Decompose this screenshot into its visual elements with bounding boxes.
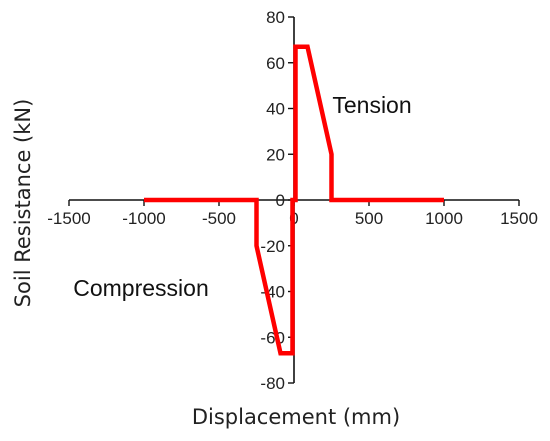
x-axis-label: Displacement (mm) [192, 405, 400, 429]
x-tick-label: -1500 [47, 209, 90, 228]
x-tick-label: -1000 [122, 209, 165, 228]
series-line-0 [144, 44, 444, 356]
x-tick-label: 500 [355, 209, 383, 228]
annotations: Tension Compression [73, 92, 411, 301]
annotation-compression: Compression [73, 275, 209, 301]
y-tick-label: 80 [266, 8, 285, 27]
y-axis-label: Soil Resistance (kN) [11, 99, 35, 308]
annotation-tension: Tension [332, 92, 411, 118]
x-tick-label: 1500 [500, 209, 538, 228]
series-layer [144, 44, 444, 356]
y-tick-label: -20 [260, 237, 285, 256]
y-tick-label: 0 [276, 191, 285, 210]
y-tick-label: -60 [260, 328, 285, 347]
y-tick-label: 40 [266, 100, 285, 119]
x-tick-label: 1000 [425, 209, 463, 228]
x-tick-label: -500 [202, 209, 236, 228]
y-tick-label: 20 [266, 145, 285, 164]
y-tick-label: 60 [266, 54, 285, 73]
y-tick-label: -80 [260, 374, 285, 393]
